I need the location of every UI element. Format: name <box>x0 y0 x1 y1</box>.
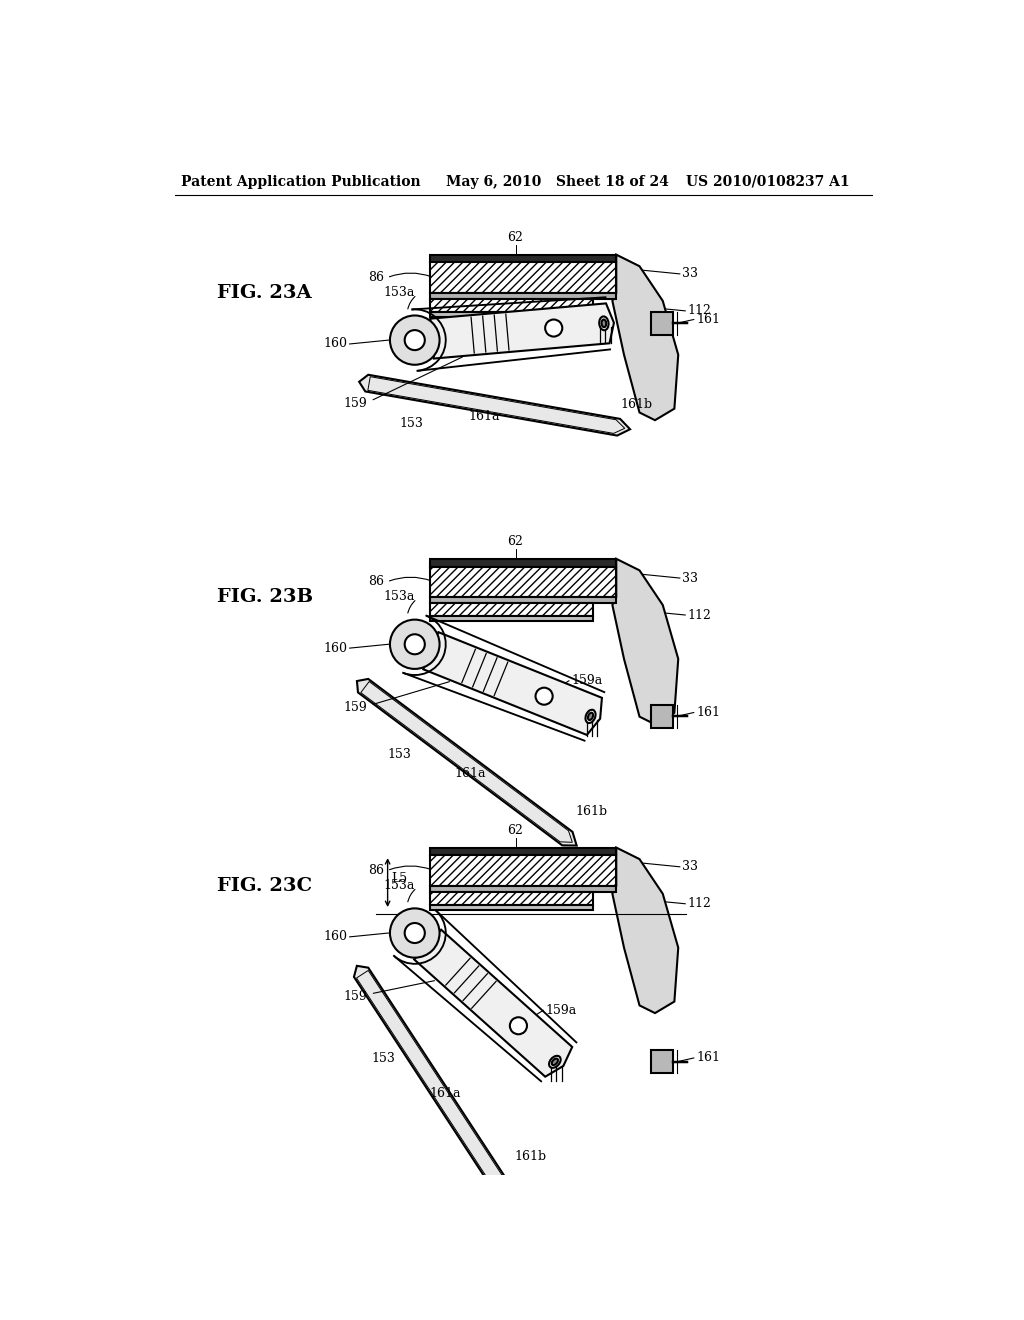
Text: 160: 160 <box>324 642 347 655</box>
Text: 159a: 159a <box>581 306 612 319</box>
Circle shape <box>545 319 562 337</box>
Bar <box>430 603 593 615</box>
Ellipse shape <box>586 710 596 723</box>
Text: L5: L5 <box>391 873 408 886</box>
Text: 159: 159 <box>343 701 367 714</box>
Bar <box>651 705 673 727</box>
Bar <box>430 597 616 603</box>
Text: 33: 33 <box>682 572 698 585</box>
Ellipse shape <box>601 319 606 327</box>
Text: May 6, 2010   Sheet 18 of 24: May 6, 2010 Sheet 18 of 24 <box>445 174 669 189</box>
Text: 62: 62 <box>508 824 523 837</box>
Bar <box>430 892 593 904</box>
Circle shape <box>404 330 425 350</box>
Polygon shape <box>423 632 602 735</box>
Ellipse shape <box>599 317 608 330</box>
Circle shape <box>390 908 439 958</box>
Circle shape <box>390 315 439 364</box>
Text: 161b: 161b <box>575 804 608 817</box>
Polygon shape <box>612 558 678 725</box>
Text: 159a: 159a <box>571 675 602 688</box>
Text: 112: 112 <box>687 305 712 317</box>
Bar <box>430 312 593 317</box>
Polygon shape <box>357 678 577 846</box>
Circle shape <box>510 1018 527 1035</box>
Text: 159: 159 <box>343 397 367 409</box>
Bar <box>430 615 593 622</box>
Bar <box>430 847 616 855</box>
Text: 161: 161 <box>696 1052 720 1064</box>
Text: 112: 112 <box>687 609 712 622</box>
Text: 161b: 161b <box>621 399 652 411</box>
Text: 86: 86 <box>368 576 384 589</box>
Ellipse shape <box>549 1056 561 1068</box>
Text: 86: 86 <box>368 865 384 878</box>
Text: 161: 161 <box>696 706 720 719</box>
Polygon shape <box>430 304 614 359</box>
Text: 161a: 161a <box>429 1086 461 1100</box>
Polygon shape <box>414 929 572 1077</box>
Text: 153a: 153a <box>383 590 415 603</box>
Bar <box>651 1051 673 1073</box>
Text: 33: 33 <box>682 861 698 874</box>
Circle shape <box>390 619 439 669</box>
Text: 153a: 153a <box>383 286 415 298</box>
Text: 33: 33 <box>682 268 698 280</box>
Ellipse shape <box>552 1059 558 1065</box>
Polygon shape <box>612 255 678 420</box>
Polygon shape <box>359 375 630 436</box>
Bar <box>651 312 673 335</box>
Text: FIG. 23B: FIG. 23B <box>217 589 313 606</box>
Polygon shape <box>354 966 508 1195</box>
Text: 160: 160 <box>324 338 347 351</box>
Circle shape <box>404 635 425 655</box>
Text: 153: 153 <box>399 417 424 429</box>
Text: 161a: 161a <box>469 411 501 424</box>
Bar <box>430 855 616 886</box>
Bar <box>430 558 616 566</box>
Text: US 2010/0108237 A1: US 2010/0108237 A1 <box>686 174 850 189</box>
Circle shape <box>404 923 425 942</box>
Text: 161b: 161b <box>515 1150 547 1163</box>
Text: 161: 161 <box>696 313 720 326</box>
Circle shape <box>536 688 553 705</box>
Text: 160: 160 <box>324 931 347 944</box>
Text: 153: 153 <box>388 748 412 760</box>
Text: 86: 86 <box>368 271 384 284</box>
Bar <box>430 263 616 293</box>
Bar <box>430 566 616 598</box>
Bar <box>430 300 593 312</box>
Bar <box>430 886 616 892</box>
Text: FIG. 23C: FIG. 23C <box>217 876 312 895</box>
Text: 153a: 153a <box>383 879 415 892</box>
Text: Patent Application Publication: Patent Application Publication <box>180 174 420 189</box>
Polygon shape <box>612 847 678 1014</box>
Text: 159: 159 <box>343 990 367 1003</box>
Bar <box>430 293 616 300</box>
Bar <box>430 255 616 263</box>
Ellipse shape <box>588 713 593 719</box>
Text: FIG. 23A: FIG. 23A <box>217 284 311 302</box>
Text: 161a: 161a <box>455 767 486 780</box>
Text: 153: 153 <box>372 1052 395 1065</box>
Text: 62: 62 <box>508 535 523 548</box>
Text: 159a: 159a <box>546 1005 577 1016</box>
Text: 112: 112 <box>687 898 712 911</box>
Bar <box>430 904 593 909</box>
Text: 62: 62 <box>508 231 523 244</box>
